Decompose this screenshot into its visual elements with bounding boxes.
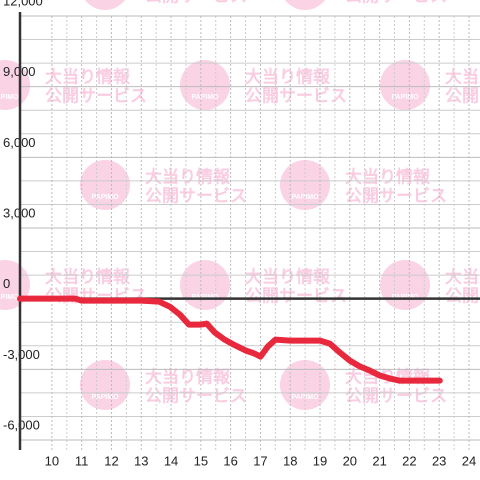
watermark-text: 大当り情報	[345, 166, 431, 186]
watermark-text: 公開サービス	[245, 286, 347, 305]
watermark-logo	[180, 260, 230, 310]
x-tick-label: 16	[223, 453, 237, 468]
x-tick-label: 23	[432, 453, 446, 468]
watermark-text: 公開サービス	[445, 286, 480, 305]
watermark-logo	[380, 260, 430, 310]
watermark-logo-text: PAPIMO	[191, 94, 219, 101]
watermark-logo	[380, 60, 430, 110]
x-tick-label: 17	[253, 453, 267, 468]
watermark-logo-text: PAPIMO	[291, 0, 319, 1]
watermark-text: 大当り情報	[45, 66, 131, 86]
x-tick-label: 12	[104, 453, 118, 468]
x-tick-label: 24	[462, 453, 476, 468]
watermark-logo	[285, 0, 325, 10]
watermark-text: 大当り情報	[145, 166, 231, 186]
y-tick-label: -3,000	[3, 347, 40, 362]
watermark-logo	[80, 160, 130, 210]
watermark-text: 大当り情報	[445, 66, 480, 86]
watermark-logo-text: PAPIMO	[91, 394, 119, 401]
watermark-logo	[0, 60, 30, 110]
watermark-text: 公開サービス	[345, 186, 447, 205]
watermark-logo	[85, 0, 125, 10]
watermark-logo	[80, 360, 130, 410]
watermark-logo-text: PAPIMO	[391, 94, 419, 101]
watermark-text: 公開サービス	[345, 0, 447, 5]
watermark-text: 大当り情報	[145, 366, 231, 386]
x-tick-label: 11	[75, 453, 89, 468]
watermark-text: 公開サービス	[445, 86, 480, 105]
watermark-logo-text: PAPIMO	[0, 294, 19, 301]
watermark-logo	[180, 60, 230, 110]
watermark-text: 公開サービス	[45, 86, 147, 105]
y-tick-label: 0	[3, 276, 10, 291]
x-tick-label: 14	[164, 453, 178, 468]
x-tick-label: 22	[402, 453, 416, 468]
data-line	[17, 295, 443, 384]
watermark-logo-text: PAPIMO	[91, 0, 119, 1]
x-tick-label: 19	[313, 453, 327, 468]
watermark-text: 公開サービス	[145, 186, 247, 205]
watermark-logo-text: PAPIMO	[91, 194, 119, 201]
x-tick-label: 15	[194, 453, 208, 468]
watermark-text: 公開サービス	[145, 0, 247, 5]
y-tick-label: -6,000	[3, 417, 40, 432]
x-tick-label: 18	[283, 453, 297, 468]
x-tick-label: 10	[45, 453, 59, 468]
watermark-logo-text: PAPIMO	[191, 294, 219, 301]
x-tick-label: 20	[343, 453, 357, 468]
watermark-text: 大当り情報	[245, 66, 331, 86]
watermark-text: 大当り情報	[245, 266, 331, 286]
watermark-text: 公開サービス	[345, 386, 447, 405]
x-tick-label: 13	[134, 453, 148, 468]
watermark-text: 公開サービス	[245, 86, 347, 105]
watermark-text: 大当り情報	[45, 266, 131, 286]
y-tick-label: 12,000	[3, 0, 43, 8]
watermark-text: 公開サービス	[145, 386, 247, 405]
watermark-logo-text: PAPIMO	[0, 94, 19, 101]
x-tick-label: 21	[372, 453, 386, 468]
watermark-text: 大当り情報	[445, 266, 480, 286]
watermark-logo-text: PAPIMO	[391, 294, 419, 301]
